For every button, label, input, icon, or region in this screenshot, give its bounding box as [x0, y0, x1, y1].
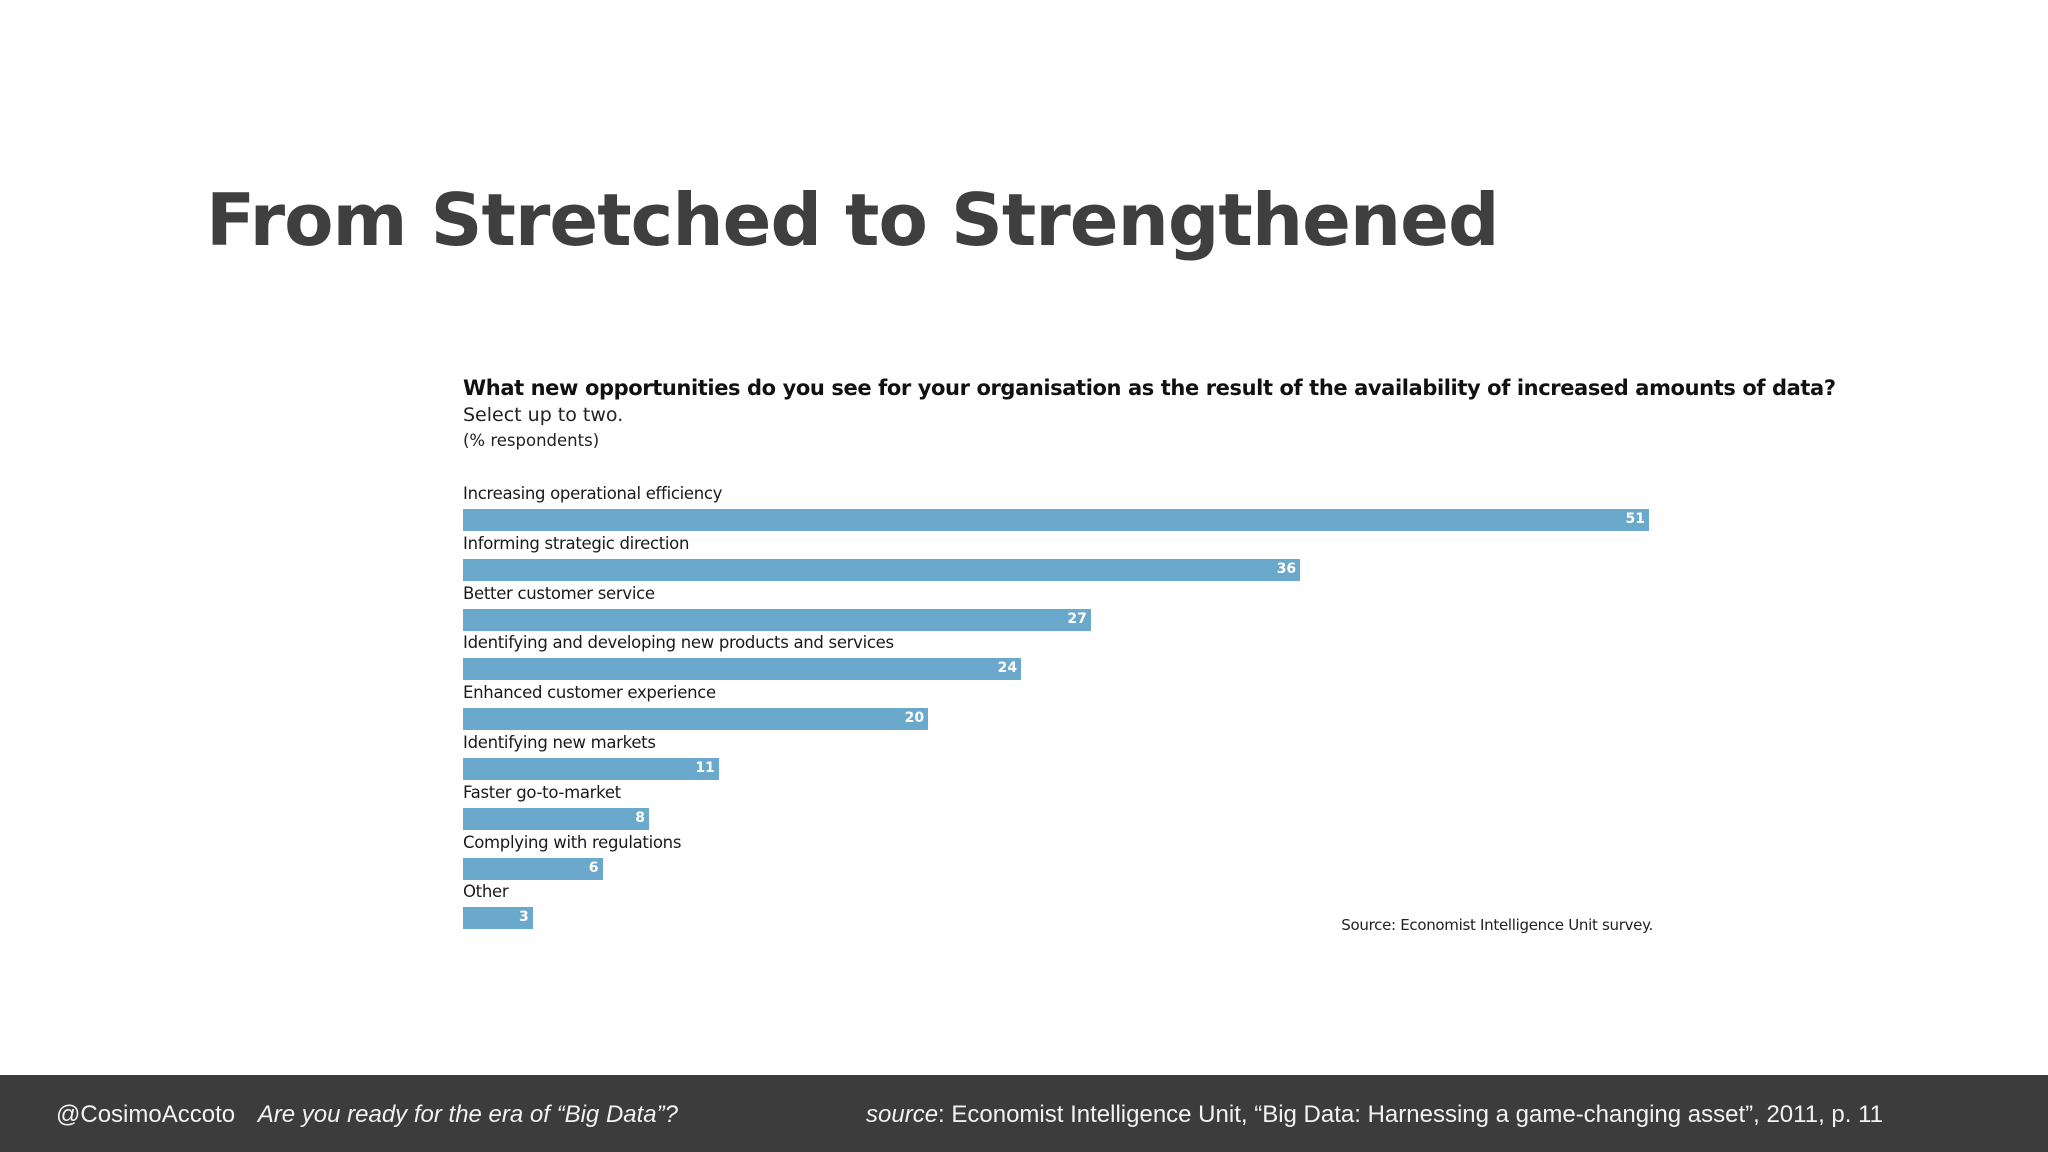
chart-subtitle: Select up to two. — [463, 404, 624, 426]
bar: 24 — [463, 658, 1022, 681]
author-handle: @CosimoAccoto — [56, 1101, 236, 1128]
talk-title: Are you ready for the era of “Big Data”? — [257, 1101, 678, 1128]
bar-label: Complying with regulations — [463, 832, 682, 852]
chart-units: (% respondents) — [463, 431, 600, 450]
bar-value-label: 11 — [695, 760, 715, 776]
bar-label: Identifying new markets — [463, 733, 656, 752]
bar: 51 — [463, 509, 1649, 531]
bar-value-label: 24 — [997, 660, 1018, 677]
bar-value-label: 8 — [635, 809, 646, 826]
bar-value-label: 6 — [588, 859, 599, 876]
bar: 36 — [463, 558, 1301, 581]
bar-value-label: 51 — [1625, 511, 1645, 527]
bar-label: Increasing operational efficiency — [463, 484, 723, 503]
chart-source: Source: Economist Intelligence Unit surv… — [1341, 916, 1653, 934]
bar-label: Identifying and developing new products … — [463, 633, 894, 653]
source-label: source — [866, 1101, 939, 1128]
bar-value-label: 3 — [519, 909, 529, 926]
footer-source: source: Economist Intelligence Unit, “Bi… — [866, 1101, 1883, 1129]
bar-chart: What new opportunities do you see for yo… — [463, 372, 1836, 942]
bar-value-label: 20 — [904, 710, 925, 727]
bar-value-label: 27 — [1067, 610, 1087, 627]
bar: 20 — [463, 708, 929, 731]
chart-title: What new opportunities do you see for yo… — [463, 376, 1836, 400]
footer-bar: @CosimoAccoto Are you ready for the era … — [0, 1075, 2048, 1152]
bar-label: Better customer service — [463, 583, 655, 603]
bar-label: Enhanced customer experience — [463, 683, 716, 703]
bar: 11 — [463, 758, 719, 780]
bar-label: Faster go-to-market — [463, 782, 621, 802]
bar-label: Informing strategic direction — [463, 533, 690, 553]
bar: 27 — [463, 608, 1091, 631]
slide-title: From Stretched to Strengthened — [206, 178, 1500, 262]
bar: 3 — [463, 907, 533, 930]
bar: 8 — [463, 807, 650, 830]
bar: 6 — [463, 857, 603, 880]
source-citation: : Economist Intelligence Unit, “Big Data… — [938, 1101, 1883, 1128]
bar-value-label: 36 — [1276, 560, 1297, 577]
footer-left: @CosimoAccoto Are you ready for the era … — [56, 1101, 678, 1129]
bar-label: Other — [463, 882, 509, 902]
